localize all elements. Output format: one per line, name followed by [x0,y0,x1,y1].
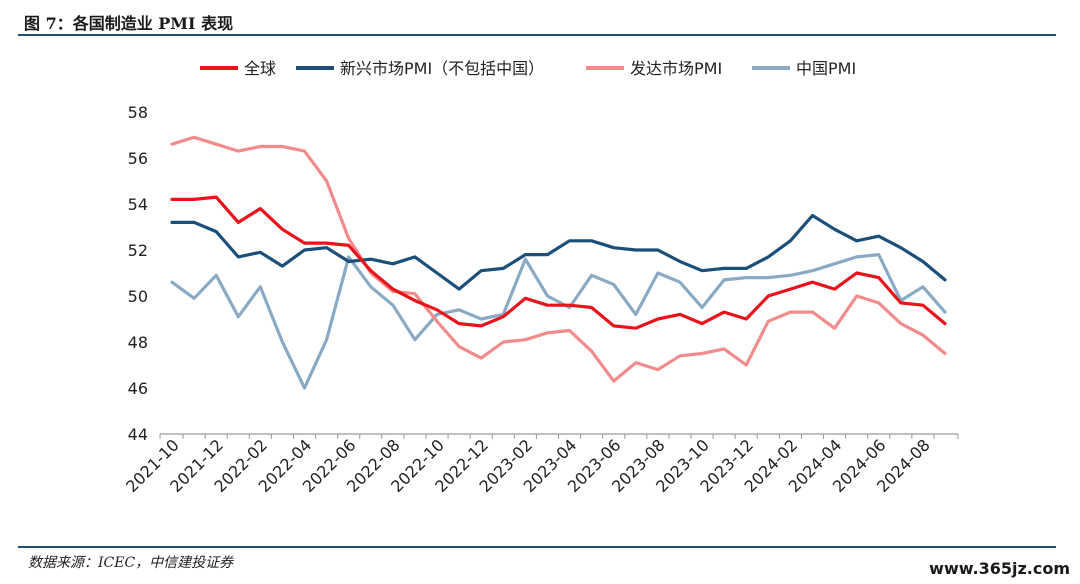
y-tick-label: 46 [128,379,148,398]
series-line-0 [170,195,947,330]
y-tick-label: 52 [128,241,148,260]
y-tick-label: 48 [128,333,148,352]
y-tick-label: 50 [128,287,148,306]
y-tick-label: 58 [128,103,148,122]
bottom-rule [18,546,1056,548]
series-line-3 [170,253,947,390]
top-rule [18,34,1056,36]
legend-label-0: 全球 [244,59,276,78]
y-axis: 44 46 48 50 52 54 56 58 [128,103,148,444]
y-tick-label: 44 [128,425,148,444]
series-layer [170,135,947,390]
legend-label-2: 发达市场PMI [630,59,722,78]
source-note: 数据来源：ICEC，中信建投证券 [28,555,234,571]
watermark-text: www.365jz.com [929,559,1070,578]
y-tick-label: 54 [128,195,148,214]
legend-label-1: 新兴市场PMI（不包括中国） [340,59,544,78]
figure-title: 图 7：各国制造业 PMI 表现 [24,14,234,33]
series-line-1 [170,213,947,291]
chart-legend: 全球 新兴市场PMI（不包括中国） 发达市场PMI 中国PMI [200,59,856,78]
pmi-line-chart: 全球 新兴市场PMI（不包括中国） 发达市场PMI 中国PMI 44 46 48 50 52 5… [122,59,959,496]
series-line-2 [170,135,947,383]
x-axis: 2021-102021-122022-022022-042022-062022-… [122,433,959,496]
legend-label-3: 中国PMI [796,59,856,78]
y-tick-label: 56 [128,149,148,168]
